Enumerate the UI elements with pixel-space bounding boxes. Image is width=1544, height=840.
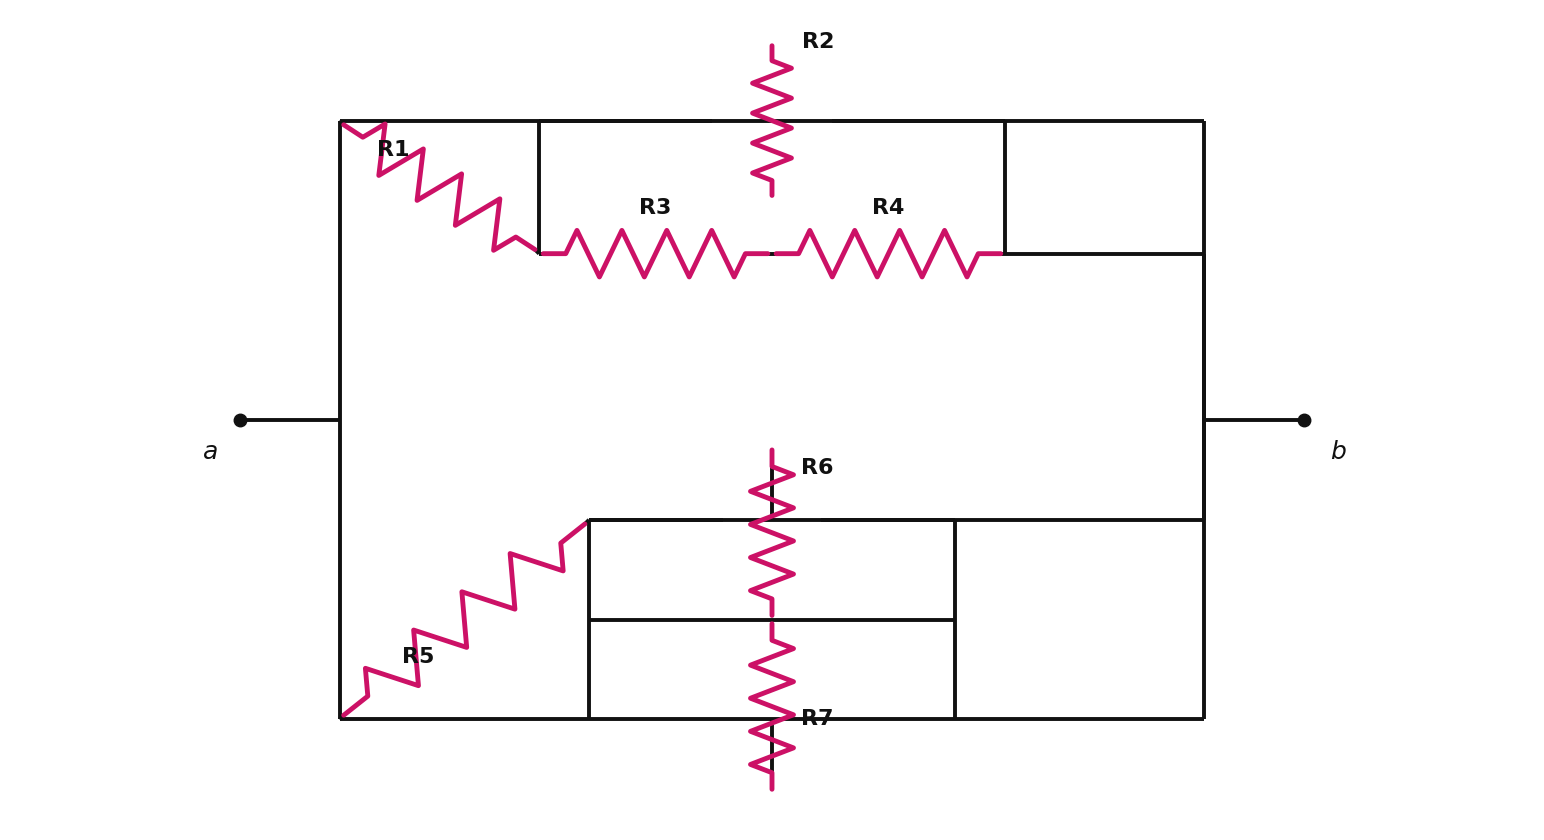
Text: a: a: [202, 439, 218, 464]
Text: R4: R4: [872, 198, 905, 218]
Text: R6: R6: [801, 459, 834, 478]
Text: R7: R7: [801, 709, 834, 729]
Text: R5: R5: [403, 647, 435, 667]
Text: R2: R2: [801, 32, 834, 51]
Text: R1: R1: [377, 139, 409, 160]
Text: R3: R3: [639, 198, 672, 218]
Text: b: b: [1329, 439, 1345, 464]
